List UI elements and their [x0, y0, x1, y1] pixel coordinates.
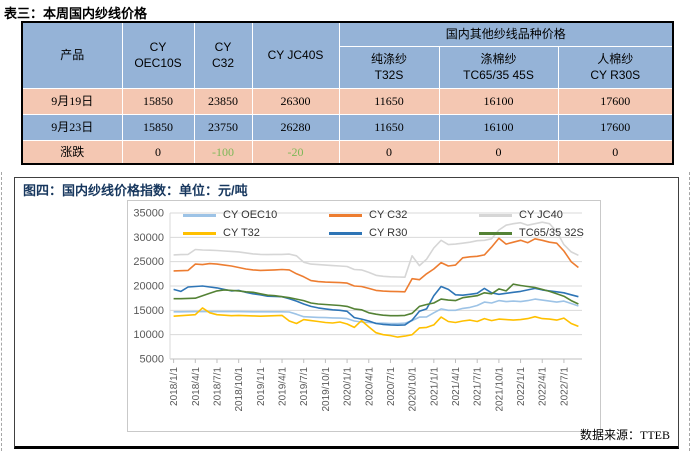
chart-title: 图四：国内纱线价格指数：单位：元/吨	[23, 183, 248, 198]
svg-text:5000: 5000	[140, 354, 164, 366]
svg-text:2018/4/1: 2018/4/1	[191, 367, 202, 406]
legend-item: CY JC40	[479, 209, 644, 221]
svg-text:2021/1/1: 2021/1/1	[429, 367, 440, 406]
table-row: 9月23日 15850 23750 26280 11650 16100 1760…	[21, 113, 674, 141]
svg-text:2021/7/1: 2021/7/1	[473, 367, 484, 406]
price-table: 产品 CY OEC10S CY C32 CY JC40S 国内其他纱线品种价格 …	[21, 21, 674, 165]
svg-text:2021/10/1: 2021/10/1	[494, 367, 505, 412]
legend-item: CY OEC10	[183, 209, 329, 221]
legend-line-swatch	[183, 231, 216, 235]
svg-text:2019/4/1: 2019/4/1	[278, 367, 289, 406]
legend-line-swatch	[329, 231, 362, 235]
svg-text:2022/4/1: 2022/4/1	[538, 367, 549, 406]
svg-text:2018/7/1: 2018/7/1	[212, 367, 223, 406]
row-label: 9月19日	[21, 87, 123, 115]
table-row: 9月19日 15850 23850 26300 11650 16100 1760…	[21, 87, 674, 115]
legend-line-swatch	[183, 213, 216, 217]
page-edge-left	[1, 172, 2, 451]
negative-change: -20	[251, 139, 340, 165]
col-group-header: 国内其他纱线品种价格	[338, 21, 674, 47]
svg-text:2022/7/1: 2022/7/1	[559, 367, 570, 406]
col-header-cy-c32: CY C32	[193, 21, 253, 89]
svg-text:2019/1/1: 2019/1/1	[256, 367, 267, 406]
page-edge-right	[689, 172, 690, 451]
svg-text:2020/1/1: 2020/1/1	[343, 367, 354, 406]
svg-text:2019/10/1: 2019/10/1	[321, 367, 332, 412]
legend-item: TC65/35 32S	[479, 227, 644, 239]
col-header-cy-jc40s: CY JC40S	[251, 21, 340, 89]
svg-text:35000: 35000	[133, 208, 164, 220]
row-label: 9月23日	[21, 113, 123, 141]
col-header-cy-oec10s: CY OEC10S	[121, 21, 195, 89]
svg-text:10000: 10000	[133, 329, 164, 341]
legend-item: CY T32	[183, 227, 329, 239]
figure-container: 图四：国内纱线价格指数：单位：元/吨 35000 30000 25000 20000 1…	[14, 177, 679, 449]
svg-text:25000: 25000	[133, 256, 164, 268]
svg-text:2021/4/1: 2021/4/1	[451, 367, 462, 406]
svg-text:20000: 20000	[133, 281, 164, 293]
svg-text:2022/1/1: 2022/1/1	[516, 367, 527, 406]
legend-item: CY C32	[329, 209, 479, 221]
col-header-tc6535: 涤棉纱 TC65/35 45S	[438, 45, 559, 89]
row-label: 涨跌	[21, 139, 123, 165]
col-header-t32s: 纯涤纱 T32S	[338, 45, 440, 89]
svg-text:2020/4/1: 2020/4/1	[364, 367, 375, 406]
svg-text:2020/7/1: 2020/7/1	[386, 367, 397, 406]
svg-text:2018/1/1: 2018/1/1	[169, 367, 180, 406]
data-source-label: 数据来源：TTEB	[580, 428, 670, 442]
col-header-r30s: 人棉纱 CY R30S	[557, 45, 674, 89]
legend-line-swatch	[329, 213, 362, 217]
line-chart: 35000 30000 25000 20000 15000 10000 5000 2018/1…	[127, 200, 601, 432]
svg-text:2019/7/1: 2019/7/1	[299, 367, 310, 406]
svg-text:2018/10/1: 2018/10/1	[234, 367, 245, 412]
svg-text:30000: 30000	[133, 232, 164, 244]
chart-legend: CY OEC10 CY C32 CY JC40 CY T32 CY R30 TC…	[183, 206, 644, 242]
chart-plot-area: 35000 30000 25000 20000 15000 10000 5000 2018/1…	[133, 208, 582, 412]
col-header-product: 产品	[21, 21, 123, 89]
svg-text:15000: 15000	[133, 305, 164, 317]
legend-item: CY R30	[329, 227, 479, 239]
legend-line-swatch	[479, 213, 512, 217]
legend-line-swatch	[479, 231, 512, 235]
negative-change: -100	[193, 139, 253, 165]
svg-text:2020/10/1: 2020/10/1	[408, 367, 419, 412]
table-title: 表三：本周国内纱线价格	[4, 6, 148, 21]
change-row: 涨跌 0 -100 -20 0 0 0	[21, 139, 674, 165]
